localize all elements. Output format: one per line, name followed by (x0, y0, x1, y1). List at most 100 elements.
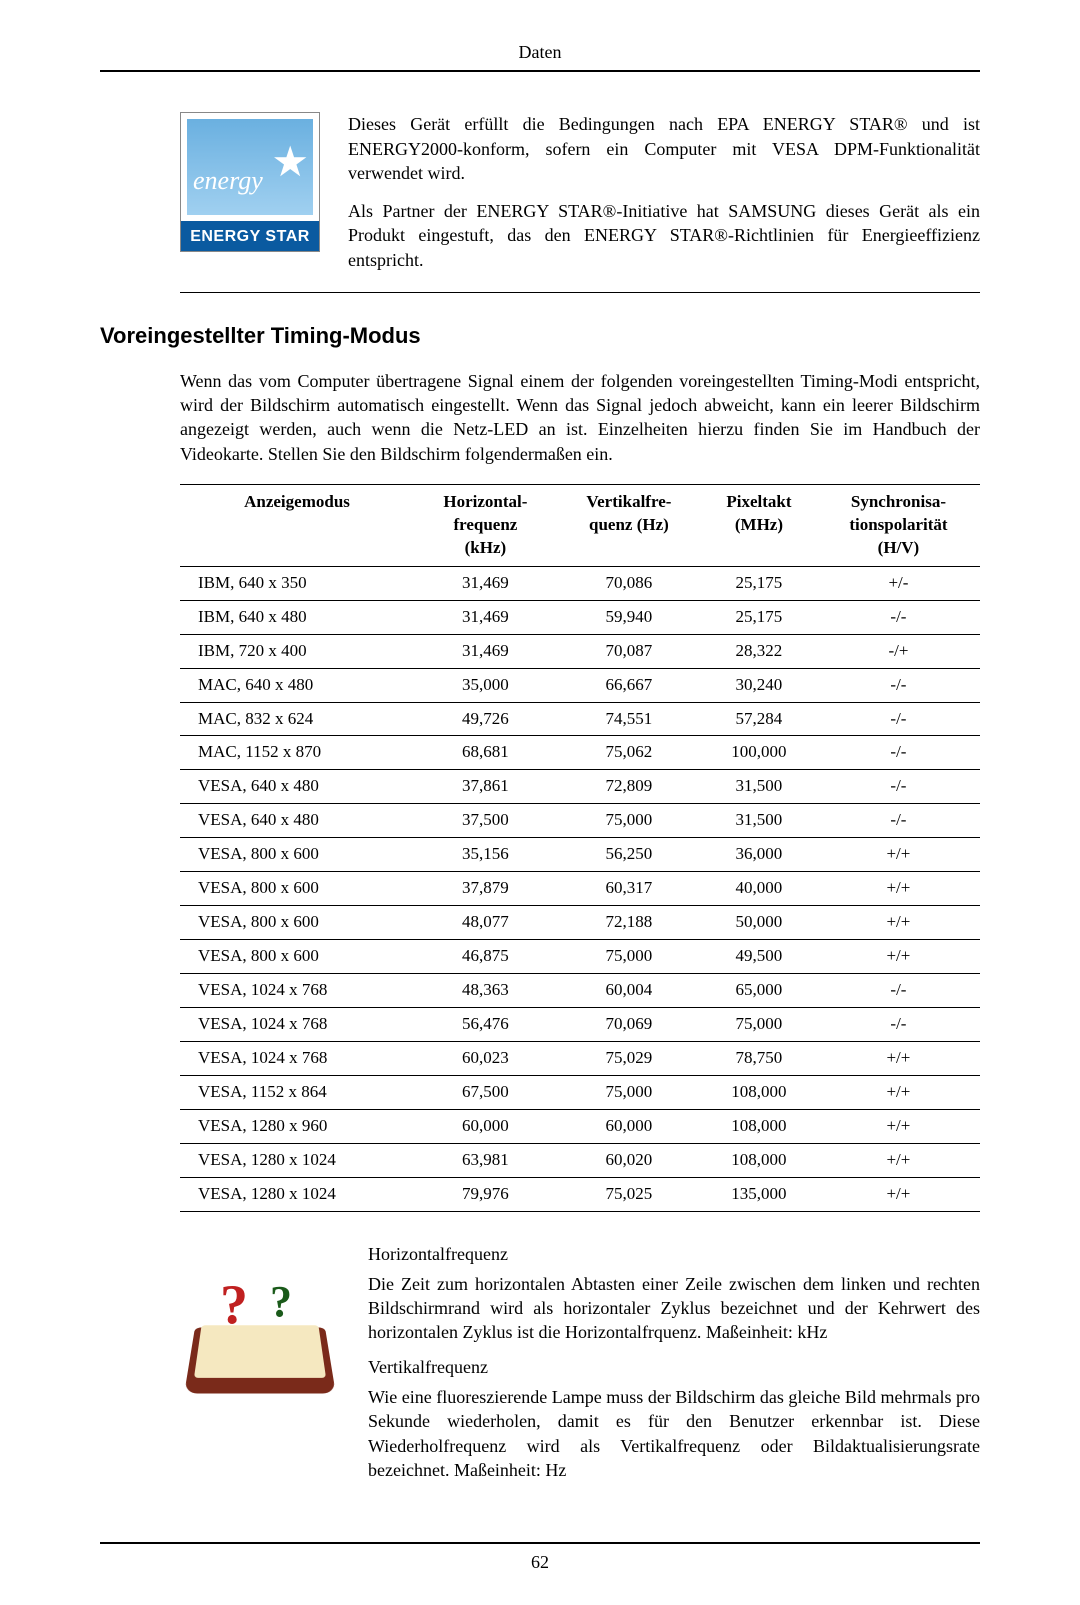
table-cell: 60,000 (414, 1109, 557, 1143)
table-cell: 72,188 (557, 906, 701, 940)
definitions-block: ? ? Horizontalfrequenz Die Zeit zum hori… (180, 1242, 980, 1493)
table-cell: VESA, 1280 x 960 (180, 1109, 414, 1143)
table-cell: MAC, 640 x 480 (180, 668, 414, 702)
table-cell: 79,976 (414, 1177, 557, 1211)
table-row: VESA, 800 x 60046,87575,00049,500+/+ (180, 940, 980, 974)
definitions-text: Horizontalfrequenz Die Zeit zum horizont… (368, 1242, 980, 1493)
table-cell: 75,000 (557, 804, 701, 838)
table-cell: 75,062 (557, 736, 701, 770)
table-cell: 37,879 (414, 872, 557, 906)
table-cell: VESA, 800 x 600 (180, 838, 414, 872)
table-row: VESA, 640 x 48037,50075,00031,500-/- (180, 804, 980, 838)
hfreq-body: Die Zeit zum horizontalen Abtasten einer… (368, 1272, 980, 1345)
th-vfreq: Vertikalfre-quenz (Hz) (557, 484, 701, 566)
table-cell: 135,000 (701, 1177, 817, 1211)
hfreq-title: Horizontalfrequenz (368, 1242, 980, 1266)
table-cell: 48,077 (414, 906, 557, 940)
table-cell: VESA, 640 x 480 (180, 770, 414, 804)
table-cell: 50,000 (701, 906, 817, 940)
th-hfreq: Horizontal-frequenz(kHz) (414, 484, 557, 566)
table-cell: VESA, 1280 x 1024 (180, 1177, 414, 1211)
qa-book-icon: ? ? (180, 1268, 340, 1408)
table-cell: 36,000 (701, 838, 817, 872)
table-cell: 28,322 (701, 634, 817, 668)
table-cell: 75,000 (701, 1007, 817, 1041)
vfreq-title: Vertikalfrequenz (368, 1355, 980, 1379)
logo-script-text: energy (193, 163, 263, 198)
page-footer: 62 (100, 1542, 980, 1574)
table-cell: 100,000 (701, 736, 817, 770)
table-row: VESA, 1024 x 76860,02375,02978,750+/+ (180, 1041, 980, 1075)
table-cell: 37,500 (414, 804, 557, 838)
table-cell: +/+ (817, 1177, 980, 1211)
table-cell: 60,004 (557, 974, 701, 1008)
th-mode: Anzeigemodus (180, 484, 414, 566)
table-cell: 31,469 (414, 600, 557, 634)
table-cell: +/+ (817, 1143, 980, 1177)
table-cell: 60,023 (414, 1041, 557, 1075)
table-cell: 65,000 (701, 974, 817, 1008)
table-cell: 70,069 (557, 1007, 701, 1041)
energy-star-logo: ★ energy ENERGY STAR (180, 112, 320, 252)
table-cell: 68,681 (414, 736, 557, 770)
table-cell: VESA, 1152 x 864 (180, 1075, 414, 1109)
table-cell: 37,861 (414, 770, 557, 804)
page-number: 62 (531, 1552, 549, 1572)
table-header-row: Anzeigemodus Horizontal-frequenz(kHz) Ve… (180, 484, 980, 566)
table-row: VESA, 800 x 60035,15656,25036,000+/+ (180, 838, 980, 872)
table-row: VESA, 800 x 60048,07772,18850,000+/+ (180, 906, 980, 940)
section-heading: Voreingestellter Timing-Modus (100, 321, 980, 351)
table-cell: 59,940 (557, 600, 701, 634)
table-cell: 25,175 (701, 600, 817, 634)
table-row: VESA, 640 x 48037,86172,80931,500-/- (180, 770, 980, 804)
table-cell: 56,476 (414, 1007, 557, 1041)
table-cell: 74,551 (557, 702, 701, 736)
table-row: MAC, 832 x 62449,72674,55157,284-/- (180, 702, 980, 736)
table-cell: 49,500 (701, 940, 817, 974)
table-cell: 35,000 (414, 668, 557, 702)
table-cell: 63,981 (414, 1143, 557, 1177)
logo-band-text: ENERGY STAR (181, 221, 319, 251)
header-title: Daten (519, 42, 562, 62)
table-cell: 70,086 (557, 566, 701, 600)
table-row: MAC, 1152 x 87068,68175,062100,000-/- (180, 736, 980, 770)
table-cell: VESA, 800 x 600 (180, 940, 414, 974)
table-cell: -/- (817, 770, 980, 804)
table-cell: 60,020 (557, 1143, 701, 1177)
table-cell: 56,250 (557, 838, 701, 872)
table-cell: 31,500 (701, 804, 817, 838)
table-cell: +/+ (817, 872, 980, 906)
table-cell: 25,175 (701, 566, 817, 600)
table-cell: -/- (817, 600, 980, 634)
table-cell: VESA, 1024 x 768 (180, 1041, 414, 1075)
table-cell: -/- (817, 702, 980, 736)
table-cell: -/- (817, 668, 980, 702)
table-cell: 72,809 (557, 770, 701, 804)
vfreq-body: Wie eine fluoreszierende Lampe muss der … (368, 1385, 980, 1482)
th-pixel: Pixeltakt(MHz) (701, 484, 817, 566)
table-cell: +/+ (817, 1075, 980, 1109)
table-cell: 70,087 (557, 634, 701, 668)
energy-star-text: Dieses Gerät erfüllt die Bedingungen nac… (348, 112, 980, 286)
page-header: Daten (100, 40, 980, 72)
intro-paragraph: Wenn das vom Computer übertragene Signal… (180, 369, 980, 466)
table-row: IBM, 640 x 35031,46970,08625,175+/- (180, 566, 980, 600)
table-cell: VESA, 1024 x 768 (180, 974, 414, 1008)
table-cell: 75,025 (557, 1177, 701, 1211)
table-row: IBM, 640 x 48031,46959,94025,175-/- (180, 600, 980, 634)
table-row: IBM, 720 x 40031,46970,08728,322-/+ (180, 634, 980, 668)
table-cell: MAC, 832 x 624 (180, 702, 414, 736)
table-cell: +/+ (817, 906, 980, 940)
table-cell: 31,469 (414, 566, 557, 600)
table-row: VESA, 1280 x 102479,97675,025135,000+/+ (180, 1177, 980, 1211)
table-cell: +/- (817, 566, 980, 600)
table-cell: 35,156 (414, 838, 557, 872)
table-cell: MAC, 1152 x 870 (180, 736, 414, 770)
th-sync: Synchronisa-tionspolarität(H/V) (817, 484, 980, 566)
table-cell: +/+ (817, 940, 980, 974)
table-cell: 30,240 (701, 668, 817, 702)
table-cell: 108,000 (701, 1109, 817, 1143)
table-cell: 75,029 (557, 1041, 701, 1075)
table-cell: VESA, 1024 x 768 (180, 1007, 414, 1041)
table-cell: 60,000 (557, 1109, 701, 1143)
